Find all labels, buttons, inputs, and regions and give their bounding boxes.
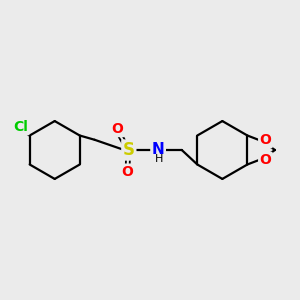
Text: Cl: Cl — [14, 120, 28, 134]
Text: N: N — [152, 142, 164, 158]
Text: O: O — [121, 165, 133, 179]
Text: O: O — [112, 122, 124, 136]
Text: S: S — [123, 141, 135, 159]
Text: H: H — [155, 154, 164, 164]
Text: O: O — [260, 153, 271, 167]
Text: O: O — [260, 133, 271, 147]
